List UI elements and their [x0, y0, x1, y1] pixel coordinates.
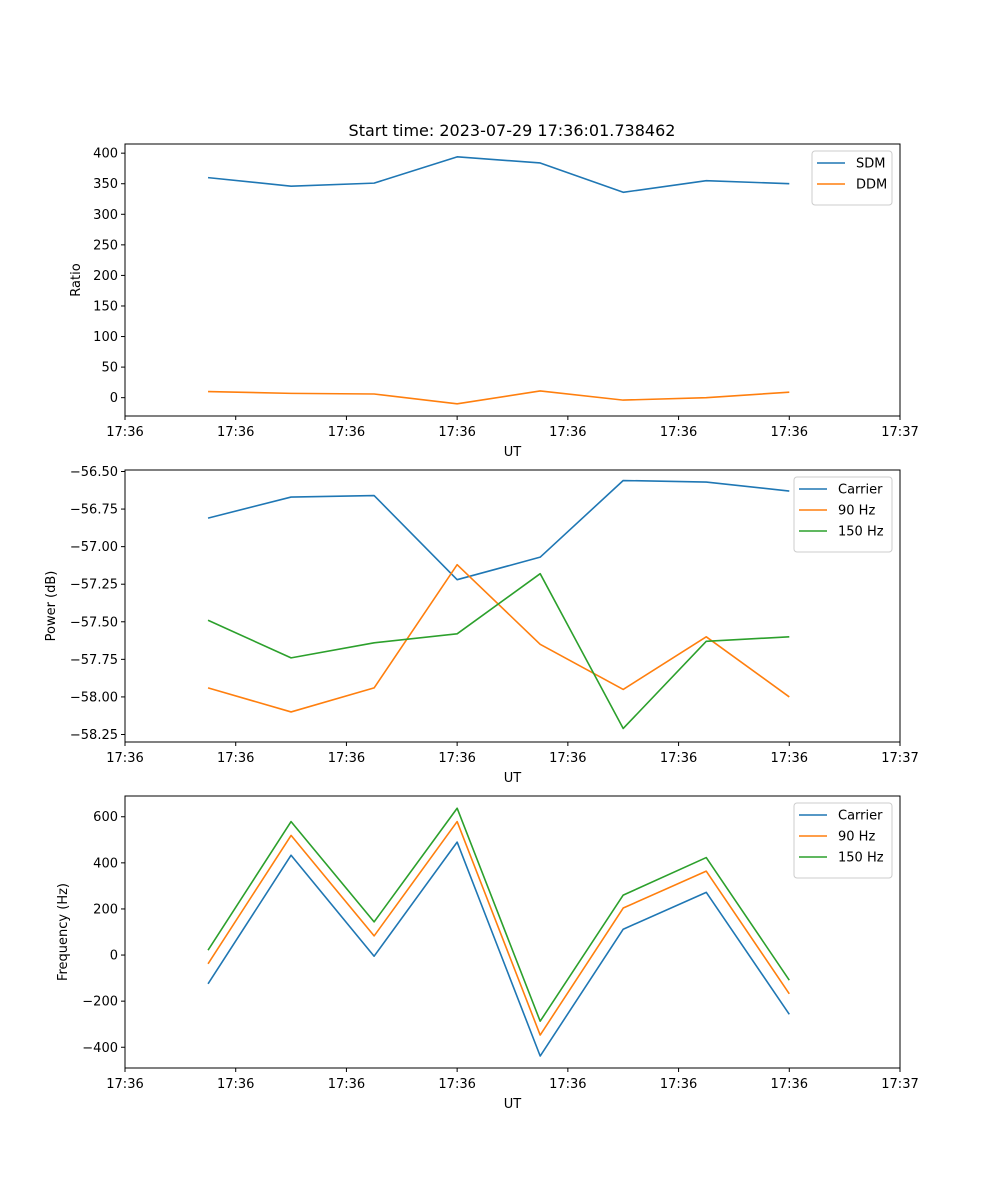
- x-tick-label: 17:37: [881, 1077, 918, 1092]
- y-tick-label: 0: [110, 949, 118, 964]
- y-tick-label: −57.00: [70, 540, 118, 555]
- chart-panel-3: 17:36 17:36 17:36 17:36 17:36 17:36 17:36 17:37…: [56, 795, 919, 1112]
- series-line-carrier: [207, 479, 790, 581]
- x-tick-label: 17:37: [881, 425, 918, 440]
- chart-panel-1: 17:36 17:36 17:36 17:36 17:36 17:36 17:36 17:37…: [69, 143, 919, 460]
- series-line-carrier: [207, 841, 790, 1057]
- y-tick-label: 200: [93, 902, 118, 917]
- x-tick-label: 17:36: [660, 751, 697, 766]
- y-tick-label: −57.25: [70, 578, 118, 593]
- y-tick-label: −56.75: [70, 503, 118, 518]
- series-line-ddm: [208, 390, 790, 405]
- legend-label: SDM: [856, 157, 885, 172]
- legend-box: [811, 150, 893, 206]
- y-tick-label: −56.50: [70, 465, 118, 480]
- legend: Carrier 90 Hz 150 Hz: [793, 802, 893, 879]
- y-tick-label: 200: [93, 269, 118, 284]
- y-tick-label: −57.50: [70, 615, 118, 630]
- y-tick-label: −400: [82, 1041, 118, 1056]
- legend-label: 90 Hz: [838, 504, 875, 519]
- x-tick-label: 17:36: [438, 751, 475, 766]
- x-tick-label: 17:36: [217, 425, 254, 440]
- axes-frame: [124, 143, 901, 417]
- y-tick-label: 250: [93, 238, 118, 253]
- legend-label: 150 Hz: [838, 851, 884, 866]
- x-tick-label: 17:36: [106, 425, 143, 440]
- y-tick-label: −200: [82, 995, 118, 1010]
- y-tick-label: −58.25: [70, 728, 118, 743]
- legend-label: DDM: [856, 178, 887, 193]
- x-tick-label: 17:36: [771, 751, 808, 766]
- figure-title: Start time: 2023-07-29 17:36:01.738462: [349, 121, 676, 140]
- legend: SDM DDM: [811, 150, 893, 206]
- legend-label: 150 Hz: [838, 525, 884, 540]
- x-tick-label: 17:36: [549, 425, 586, 440]
- y-axis-label: Ratio: [69, 263, 84, 296]
- y-tick-label: 400: [93, 856, 118, 871]
- y-tick-label: 400: [93, 147, 118, 162]
- y-axis-label: Power (dB): [44, 571, 59, 642]
- chart-panel-2: 17:36 17:36 17:36 17:36 17:36 17:36 17:36 17:37…: [44, 465, 919, 786]
- axes-frame: [124, 795, 901, 1069]
- x-tick-label: 17:36: [328, 425, 365, 440]
- x-tick-label: 17:36: [438, 425, 475, 440]
- y-tick-label: 350: [93, 177, 118, 192]
- x-tick-label: 17:36: [328, 1077, 365, 1092]
- legend-box: [793, 802, 893, 879]
- x-axis-label: UT: [504, 1097, 522, 1112]
- legend-label: Carrier: [838, 483, 883, 498]
- legend: Carrier 90 Hz 150 Hz: [793, 476, 893, 553]
- series-line-90-hz: [207, 820, 790, 1036]
- series-line-150-hz: [207, 572, 790, 730]
- x-axis-label: UT: [504, 771, 522, 786]
- x-tick-label: 17:36: [549, 1077, 586, 1092]
- x-axis-label: UT: [504, 445, 522, 460]
- y-axis-label: Frequency (Hz): [56, 883, 71, 981]
- x-tick-label: 17:36: [106, 751, 143, 766]
- legend-label: 90 Hz: [838, 830, 875, 845]
- x-tick-label: 17:36: [660, 1077, 697, 1092]
- x-tick-label: 17:36: [438, 1077, 475, 1092]
- x-tick-label: 17:36: [217, 751, 254, 766]
- y-tick-label: 0: [110, 391, 118, 406]
- x-tick-label: 17:36: [549, 751, 586, 766]
- x-tick-label: 17:36: [106, 1077, 143, 1092]
- series-line-sdm: [207, 156, 790, 194]
- y-tick-label: 50: [101, 361, 118, 376]
- y-tick-label: 300: [93, 208, 118, 223]
- y-tick-label: 150: [93, 299, 118, 314]
- axes-frame: [124, 469, 901, 743]
- y-tick-label: 100: [93, 330, 118, 345]
- x-tick-label: 17:37: [881, 751, 918, 766]
- x-tick-label: 17:36: [771, 425, 808, 440]
- legend-box: [793, 476, 893, 553]
- legend-label: Carrier: [838, 809, 883, 824]
- x-tick-label: 17:36: [660, 425, 697, 440]
- x-tick-label: 17:36: [217, 1077, 254, 1092]
- x-tick-label: 17:36: [771, 1077, 808, 1092]
- y-tick-label: −57.75: [70, 653, 118, 668]
- y-tick-label: −58.00: [70, 690, 118, 705]
- y-tick-label: 600: [93, 810, 118, 825]
- series-line-150-hz: [207, 807, 790, 1023]
- x-tick-label: 17:36: [328, 751, 365, 766]
